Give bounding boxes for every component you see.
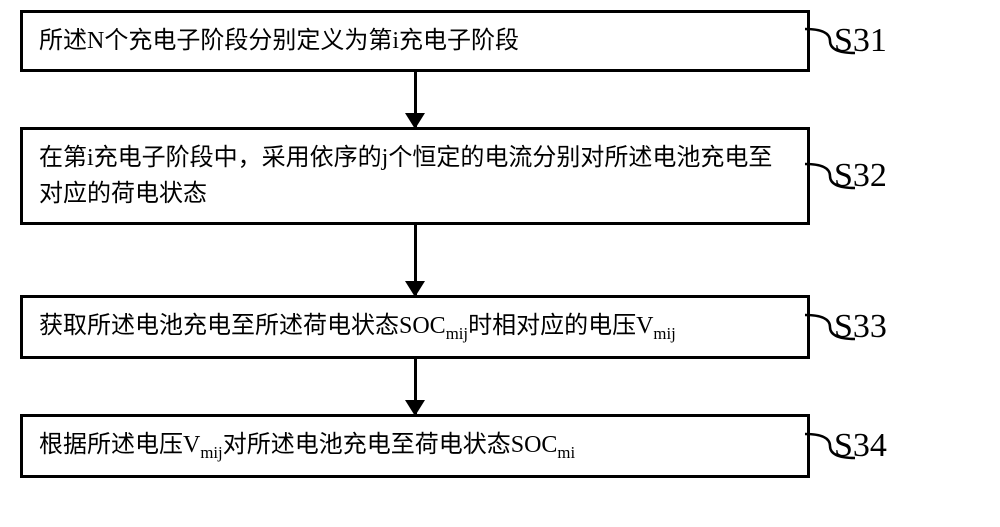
flowchart-step-4: 根据所述电压Vmij对所述电池充电至荷电状态SOCmi xyxy=(20,414,810,478)
arrow-2 xyxy=(20,225,810,295)
arrow-3 xyxy=(20,359,810,414)
label-connector-3 xyxy=(805,307,855,347)
label-connector-2 xyxy=(805,156,855,196)
label-connector-4 xyxy=(805,426,855,466)
step-text-1: 所述N个充电子阶段分别定义为第i充电子阶段 xyxy=(39,23,519,59)
flowchart-container: 所述N个充电子阶段分别定义为第i充电子阶段S31 在第i充电子阶段中，采用依序的j… xyxy=(20,10,980,478)
arrow-1 xyxy=(20,72,810,127)
label-connector-1 xyxy=(805,21,855,61)
flowchart-row-1: 所述N个充电子阶段分别定义为第i充电子阶段S31 xyxy=(20,10,980,72)
step-text-3: 获取所述电池充电至所述荷电状态SOCmij时相对应的电压Vmij xyxy=(39,308,676,346)
flowchart-row-2: 在第i充电子阶段中，采用依序的j个恒定的电流分别对所述电池充电至对应的荷电状态S… xyxy=(20,127,980,225)
flowchart-step-2: 在第i充电子阶段中，采用依序的j个恒定的电流分别对所述电池充电至对应的荷电状态 xyxy=(20,127,810,225)
flowchart-row-3: 获取所述电池充电至所述荷电状态SOCmij时相对应的电压VmijS33 xyxy=(20,295,980,359)
step-text-4: 根据所述电压Vmij对所述电池充电至荷电状态SOCmi xyxy=(39,427,575,465)
flowchart-step-1: 所述N个充电子阶段分别定义为第i充电子阶段 xyxy=(20,10,810,72)
flowchart-row-4: 根据所述电压Vmij对所述电池充电至荷电状态SOCmiS34 xyxy=(20,414,980,478)
step-text-2: 在第i充电子阶段中，采用依序的j个恒定的电流分别对所述电池充电至对应的荷电状态 xyxy=(39,140,791,212)
flowchart-step-3: 获取所述电池充电至所述荷电状态SOCmij时相对应的电压Vmij xyxy=(20,295,810,359)
